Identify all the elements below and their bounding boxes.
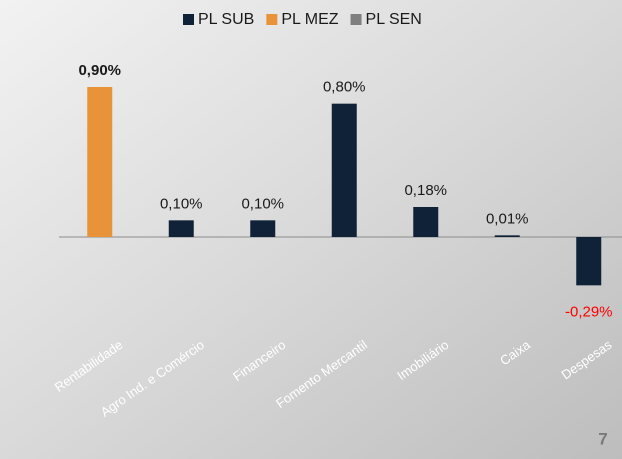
bar: [169, 220, 194, 237]
value-label: 0,18%: [404, 182, 447, 199]
bar: [413, 207, 438, 237]
page-number: 7: [598, 429, 607, 448]
value-label: 0,10%: [160, 195, 203, 212]
value-label: 0,01%: [486, 210, 529, 227]
value-label: -0,29%: [565, 303, 613, 320]
legend-swatch: [266, 14, 277, 25]
legend-label: PL MEZ: [281, 11, 338, 28]
bar: [332, 104, 357, 237]
legend-swatch: [351, 14, 362, 25]
value-label: 0,80%: [323, 79, 366, 96]
bar: [250, 220, 275, 237]
bar: [87, 87, 112, 237]
value-label: 0,90%: [78, 62, 121, 79]
bar: [576, 237, 601, 285]
legend-swatch: [183, 14, 194, 25]
value-label: 0,10%: [241, 195, 284, 212]
legend-label: PL SUB: [198, 11, 254, 28]
legend-label: PL SEN: [366, 11, 422, 28]
chart: 7 PL SUBPL MEZPL SENRentabilidade0,90%Ag…: [0, 0, 622, 459]
bar: [495, 235, 520, 237]
